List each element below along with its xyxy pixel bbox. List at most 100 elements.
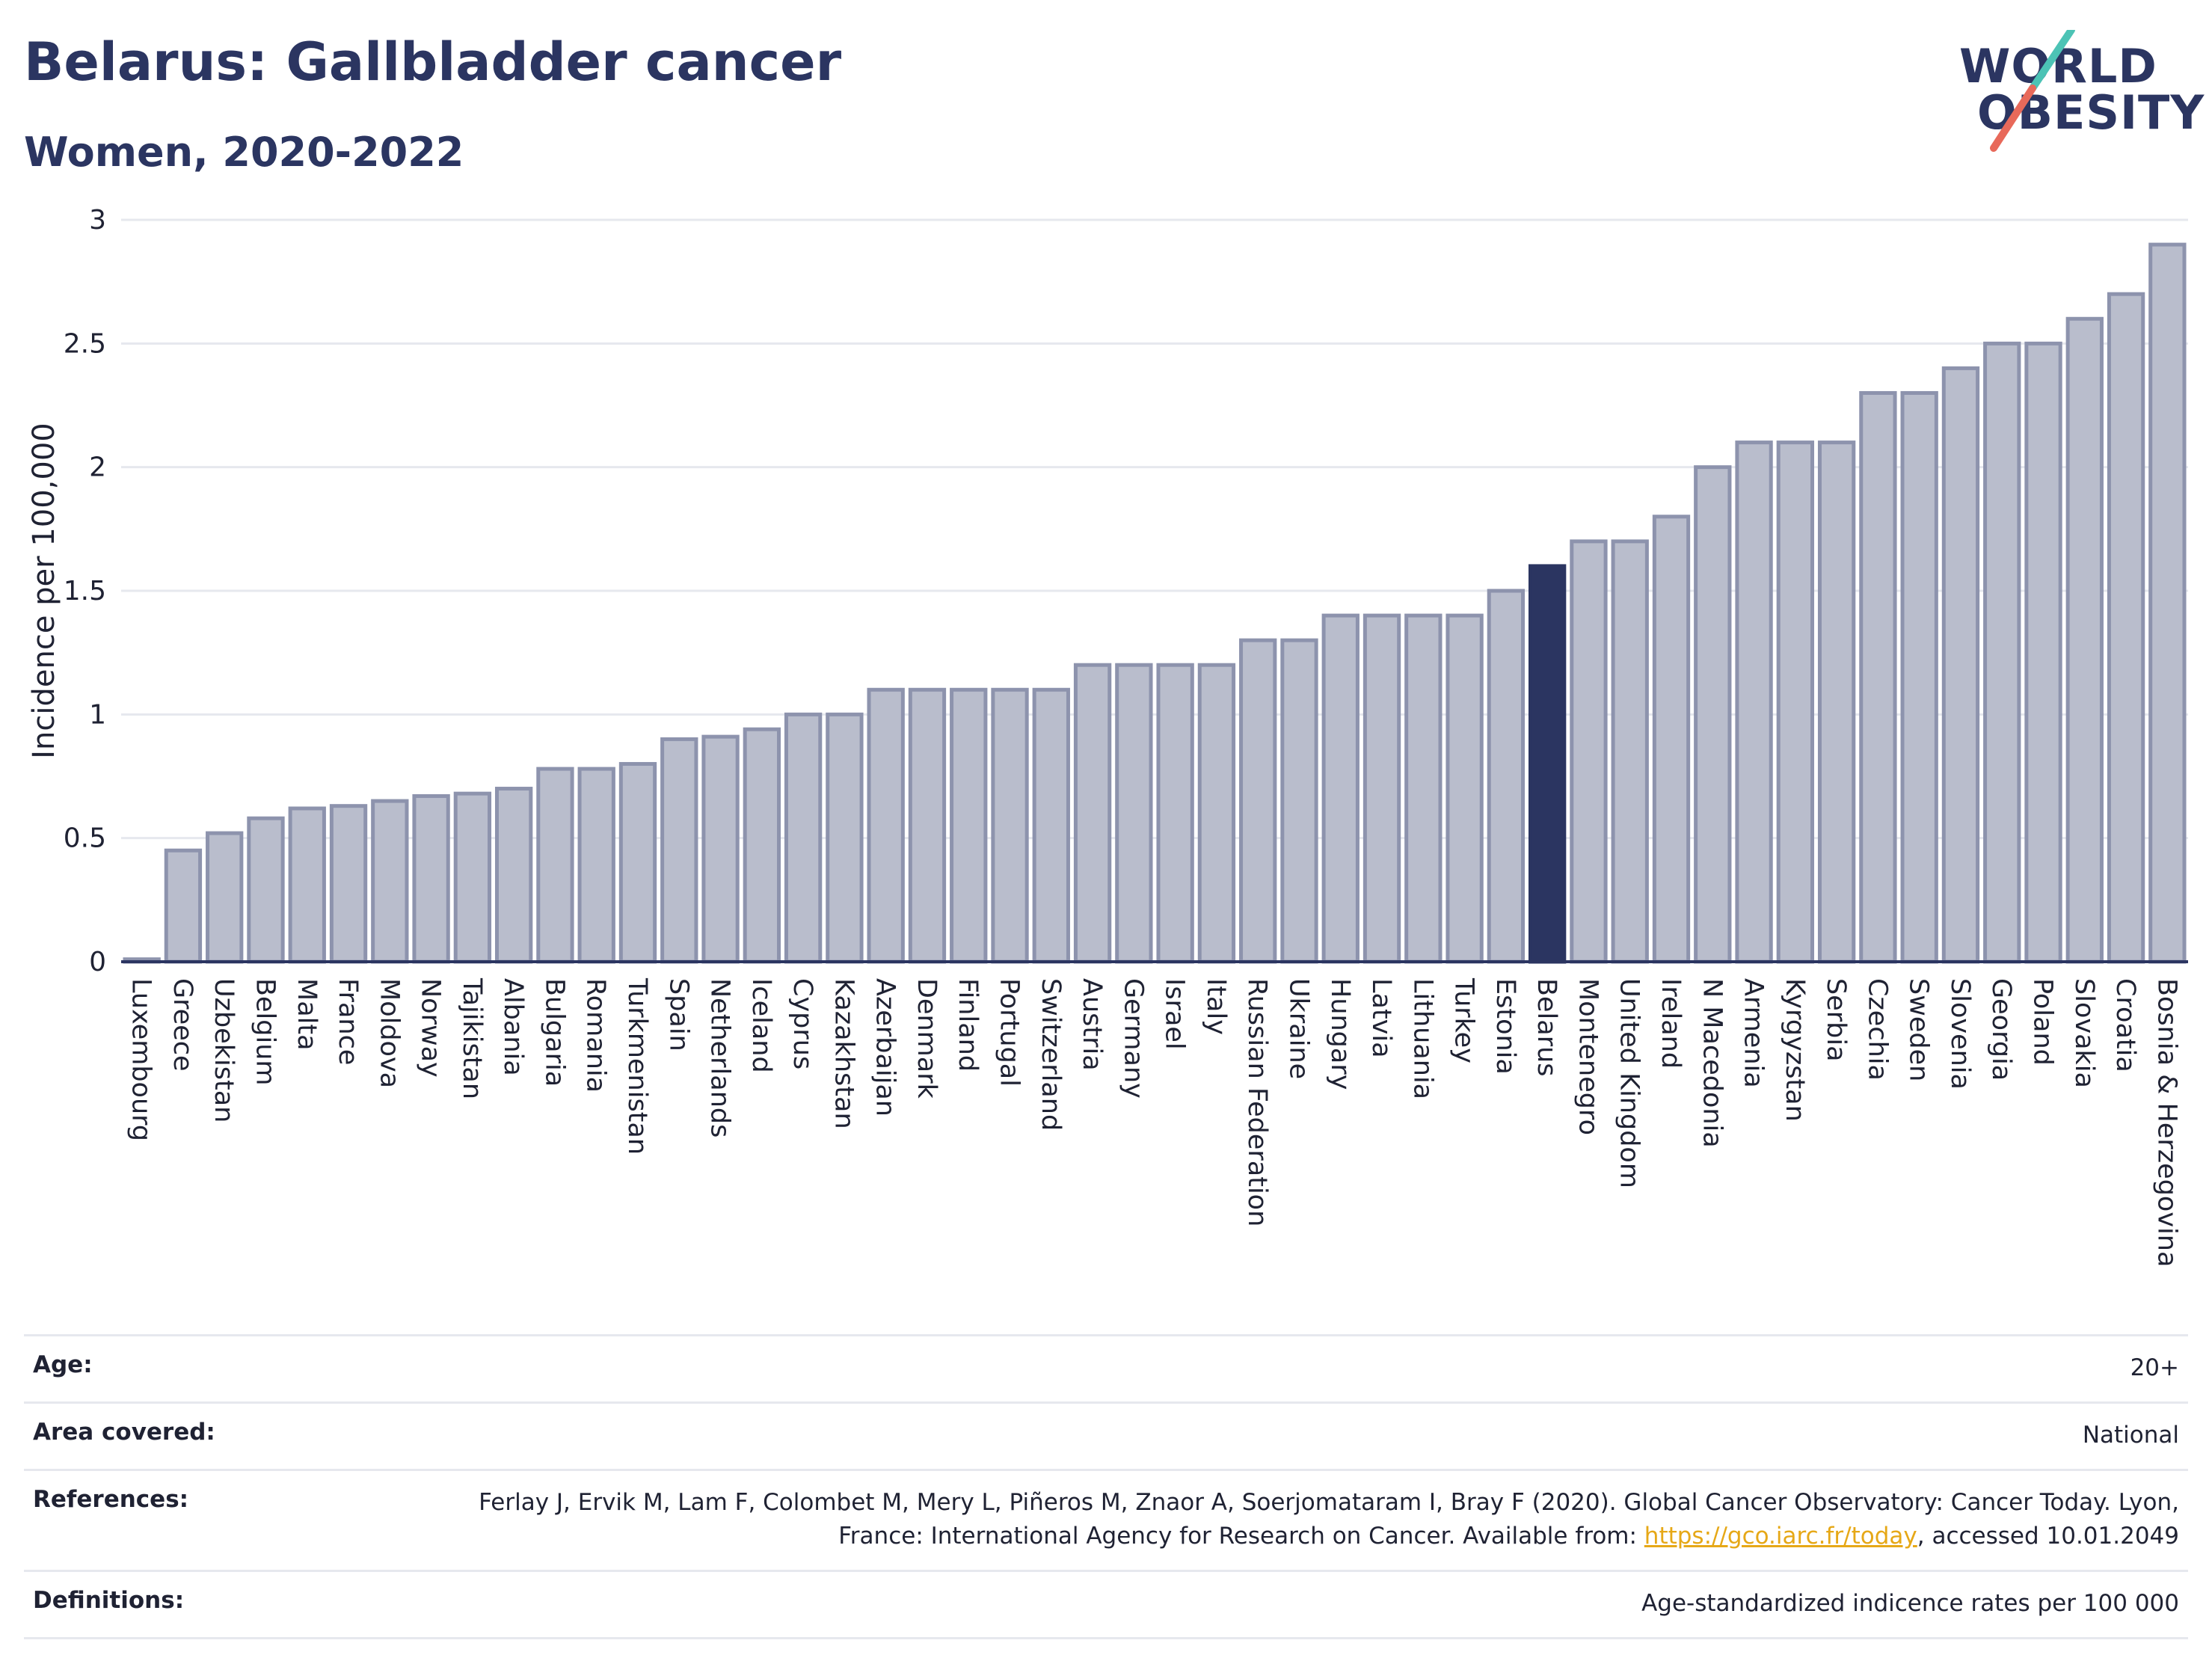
bar-denmark <box>908 687 947 964</box>
bar-moldova <box>371 799 409 964</box>
meta-area-label: Area covered: <box>33 1418 215 1446</box>
x-tick-label: Albania <box>498 978 528 1076</box>
y-tick-label: 2.5 <box>64 328 106 359</box>
bar-sweden <box>1900 390 1938 964</box>
x-tick-label: Czechia <box>1862 978 1892 1081</box>
x-tick-label: Serbia <box>1821 978 1851 1062</box>
x-tick-label: France <box>333 978 363 1065</box>
bar-netherlands <box>701 734 740 964</box>
meta-row-definitions: Definitions: Age-standardized indicence … <box>24 1569 2188 1639</box>
bar-norway <box>412 793 450 964</box>
x-tick-label: Israel <box>1160 978 1190 1050</box>
bar-germany <box>1115 663 1153 964</box>
logo-slash-icon <box>1990 30 2075 152</box>
bar-armenia <box>1735 440 1773 964</box>
bar-slovakia <box>2065 316 2104 964</box>
bar-united-kingdom <box>1611 539 1649 964</box>
bar-azerbaijan <box>867 687 905 964</box>
bar-poland <box>2024 341 2062 964</box>
x-tick-label: Russian Federation <box>1242 978 1272 1226</box>
bar-n-macedonia <box>1694 465 1732 964</box>
bar-romania <box>577 767 615 964</box>
bar-finland <box>950 687 988 964</box>
x-tick-label: Bosnia & Herzegovina <box>2151 978 2181 1267</box>
y-axis-label: Incidence per 100,000 <box>27 423 61 759</box>
y-tick-label: 1.5 <box>64 576 106 607</box>
x-tick-label: Norway <box>416 978 446 1078</box>
references-link[interactable]: https://gco.iarc.fr/today <box>1644 1522 1917 1550</box>
bar-chart: 0 0.5 1 1.5 2 2.5 3 Incidence per 100,000 Luxemb… <box>27 205 2188 1267</box>
meta-age-value: 20+ <box>2130 1354 2179 1381</box>
x-tick-label: Spain <box>663 978 693 1051</box>
meta-area-value: National <box>2082 1421 2179 1449</box>
bar-serbia <box>1817 440 1856 964</box>
x-tick-label: Iceland <box>746 978 776 1073</box>
x-tick-label: Austria <box>1077 978 1107 1071</box>
x-tick-label: Slovenia <box>1945 978 1975 1090</box>
x-tick-label: Tajikistan <box>457 977 487 1099</box>
bar-croatia <box>2107 292 2145 964</box>
bar-russian-federation <box>1239 638 1277 964</box>
x-tick-label: Uzbekistan <box>209 978 239 1123</box>
bar-malta <box>288 806 326 964</box>
bar-turkey <box>1446 613 1484 964</box>
bar-czechia <box>1859 390 1897 964</box>
x-tick-label: N Macedonia <box>1697 978 1727 1148</box>
bar-italy <box>1197 663 1236 964</box>
x-tick-label: Estonia <box>1490 978 1520 1075</box>
bar-albania <box>494 787 533 964</box>
bar-switzerland <box>1032 687 1070 964</box>
x-tick-label: Portugal <box>995 978 1024 1087</box>
bar-ukraine <box>1280 638 1318 964</box>
x-tick-label: Finland <box>953 978 983 1072</box>
x-tick-label: Luxembourg <box>126 978 156 1141</box>
bar-belarus <box>1528 564 1567 964</box>
bar-ireland <box>1652 515 1691 964</box>
bar-uzbekistan <box>206 831 244 964</box>
x-tick-label: Ireland <box>1656 978 1686 1069</box>
bar-hungary <box>1321 613 1360 964</box>
meta-row-age: Age: 20+ <box>24 1334 2188 1401</box>
bar-cyprus <box>784 712 823 964</box>
x-tick-label: Germany <box>1118 978 1148 1099</box>
bar-lithuania <box>1404 613 1443 964</box>
x-tick-label: Kazakhstan <box>829 978 858 1129</box>
bar-bosnia-herzegovina <box>2148 242 2187 964</box>
x-tick-label: Sweden <box>1904 978 1934 1081</box>
x-tick-label: Belgium <box>250 978 280 1086</box>
world-obesity-logo: WORLD OBESITY <box>1944 30 2204 165</box>
bar-kazakhstan <box>826 712 864 964</box>
x-tick-label: Montenegro <box>1573 978 1603 1135</box>
x-tick-label: Azerbaijan <box>870 978 900 1117</box>
y-tick-label: 2 <box>89 452 106 483</box>
meta-row-area: Area covered: National <box>24 1401 2188 1469</box>
y-tick-label: 3 <box>89 205 106 236</box>
bar-israel <box>1156 663 1194 964</box>
bar-slovenia <box>1941 366 1980 964</box>
x-tick-label: United Kingdom <box>1615 978 1644 1188</box>
x-tick-label: Malta <box>292 978 322 1051</box>
x-tick-label: Turkey <box>1449 977 1479 1063</box>
metadata-table: Age: 20+ Area covered: National Referenc… <box>24 1334 2188 1639</box>
x-tick-label: Cyprus <box>787 978 817 1069</box>
x-tick-label: Croatia <box>2110 978 2140 1072</box>
x-tick-label: Denmark <box>912 978 941 1099</box>
x-tick-label: Hungary <box>1325 978 1355 1090</box>
x-tick-label: Ukraine <box>1283 978 1313 1079</box>
bar-turkmenistan <box>618 761 657 964</box>
bar-tajikistan <box>453 791 492 964</box>
bar-georgia <box>1983 341 2021 964</box>
meta-age-label: Age: <box>33 1351 93 1378</box>
meta-row-references: References: Ferlay J, Ervik M, Lam F, Co… <box>24 1468 2188 1570</box>
x-tick-label: Belarus <box>1531 978 1561 1077</box>
page-title: Belarus: Gallbladder cancer <box>24 31 842 93</box>
bar-latvia <box>1362 613 1401 964</box>
meta-definitions-value: Age-standardized indicence rates per 100… <box>1641 1589 2179 1617</box>
x-tick-label: Bulgaria <box>539 978 569 1087</box>
bar-greece <box>164 848 203 964</box>
x-tick-label: Armenia <box>1739 978 1769 1088</box>
x-tick-label: Kyrgyzstan <box>1780 978 1810 1122</box>
bar-iceland <box>743 727 781 964</box>
y-tick-label: 1 <box>89 699 106 730</box>
bar-france <box>329 804 368 964</box>
